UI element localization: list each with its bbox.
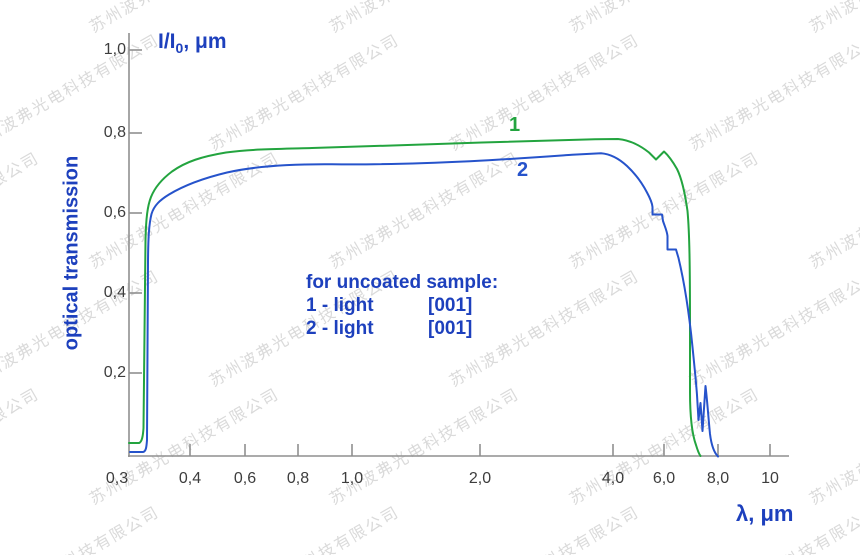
- series-1-curve: [128, 138, 702, 457]
- y-tick-label: 1,0: [103, 41, 126, 58]
- x-tick-label: 0,3: [105, 470, 129, 487]
- tick-marks: [129, 49, 771, 456]
- annotation-item-value: [001]: [428, 295, 473, 316]
- y-tick-label: 0,8: [103, 124, 126, 141]
- annotation-item-label: 1 - light: [306, 295, 374, 316]
- series-2-label: 2: [517, 159, 529, 181]
- x-tick-label: 0,6: [233, 470, 257, 487]
- y-axis-title-base: I/I: [158, 30, 176, 53]
- series-1-label: 1: [509, 114, 521, 136]
- y-axis-title: I/I0, μm: [158, 30, 227, 56]
- x-tick-label: 10: [761, 470, 779, 487]
- axes: [128, 33, 789, 457]
- y-axis-title-sub: 0: [175, 40, 184, 57]
- annotation-item-value: [001]: [428, 318, 473, 339]
- annotation-block: for uncoated sample: 1 - light [001] 2 - …: [306, 271, 498, 340]
- annotation-item-label: 2 - light: [306, 318, 374, 339]
- series-2-curve: [129, 152, 719, 458]
- y-tick-label: 0,4: [103, 284, 126, 301]
- x-tick-label: 8,0: [706, 470, 730, 487]
- annotation-item: 1 - light [001]: [306, 294, 498, 317]
- x-tick-label: 2,0: [468, 470, 492, 487]
- annotation-item: 2 - light [001]: [306, 317, 498, 340]
- x-tick-label: 0,4: [178, 470, 202, 487]
- x-tick-label: 1,0: [340, 470, 364, 487]
- x-axis-title: λ, μm: [736, 501, 794, 526]
- y-axis-title-rest: , μm: [183, 30, 227, 53]
- annotation-title: for uncoated sample:: [306, 272, 499, 293]
- x-tick-label: 0,8: [286, 470, 310, 487]
- x-tick-label: 6,0: [652, 470, 676, 487]
- y-tick-label: 0,2: [103, 364, 126, 381]
- x-tick-label: 4,0: [601, 470, 625, 487]
- y-tick-label: 0,6: [103, 204, 126, 221]
- y-axis-label-rotated: optical transmission: [60, 155, 83, 351]
